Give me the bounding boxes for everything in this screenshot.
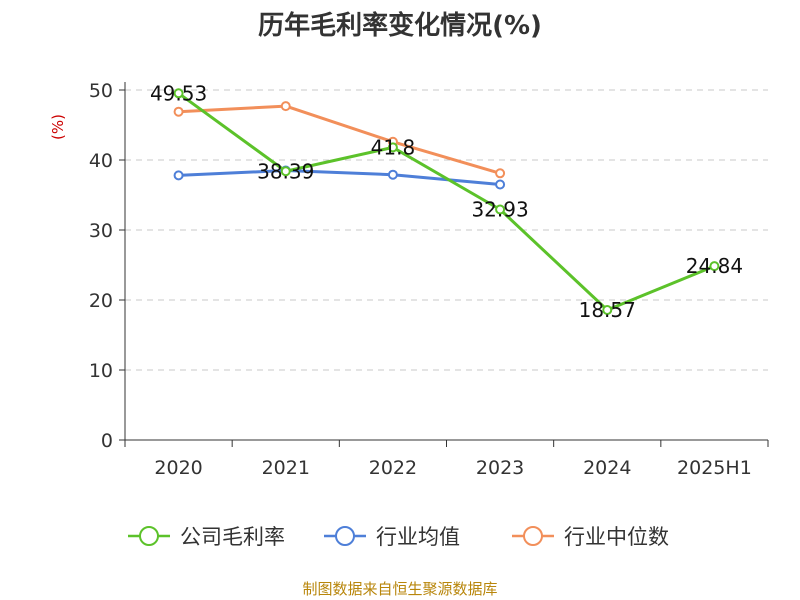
data-label: 38.39	[257, 159, 314, 183]
y-tick-label: 20	[89, 290, 113, 312]
series-layer	[173, 88, 720, 316]
x-tick-label: 2023	[476, 457, 524, 479]
data-point	[495, 179, 506, 190]
data-labels: 49.53 38.39 41.8 32.93 18.57 24.84	[150, 81, 743, 322]
x-tick-label: 2024	[583, 457, 631, 479]
legend-label: 公司毛利率	[180, 525, 285, 549]
data-label: 18.57	[579, 298, 636, 322]
series-line	[177, 92, 715, 312]
data-point	[602, 305, 613, 316]
data-label: 24.84	[686, 254, 743, 278]
data-point	[173, 170, 184, 181]
y-tick-label: 50	[89, 80, 113, 102]
legend-marker	[139, 526, 159, 546]
data-point	[387, 169, 398, 180]
data-point	[173, 88, 184, 99]
chart-title: 历年毛利率变化情况(%)	[258, 10, 542, 41]
data-label: 49.53	[150, 81, 207, 105]
legend: 公司毛利率 行业均值 行业中位数	[128, 525, 669, 549]
data-label: 41.8	[371, 135, 416, 159]
x-tick-label: 2021	[262, 457, 310, 479]
y-tick-label: 40	[89, 150, 113, 172]
data-point	[280, 166, 291, 177]
gridlines	[125, 89, 768, 371]
axes: 0 10 20 30 40 50 2020 2021 2022 2023 2024 2025H1	[89, 80, 769, 479]
y-tick-label: 30	[89, 220, 113, 242]
data-point	[709, 261, 720, 272]
legend-marker	[335, 526, 355, 546]
data-point	[387, 142, 398, 153]
data-point	[495, 204, 506, 215]
data-point	[173, 106, 184, 117]
y-tick-label: 10	[89, 360, 113, 382]
legend-label: 行业中位数	[564, 525, 669, 549]
legend-label: 行业均值	[376, 525, 460, 549]
legend-marker	[523, 526, 543, 546]
x-tick-label: 2022	[369, 457, 417, 479]
data-label: 32.93	[471, 197, 528, 221]
data-point	[280, 101, 291, 112]
y-tick-label: 0	[101, 430, 113, 452]
y-axis-label: (%)	[49, 114, 67, 140]
source-note: 制图数据来自恒生聚源数据库	[302, 580, 497, 598]
series-line	[178, 104, 501, 175]
x-tick-label: 2020	[154, 457, 202, 479]
x-tick-label: 2025H1	[677, 457, 752, 479]
data-point	[495, 168, 506, 179]
